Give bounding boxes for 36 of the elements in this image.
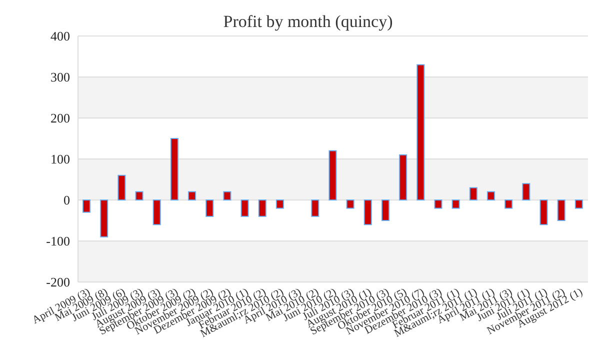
bar (346, 200, 354, 209)
y-tick-label: -200 (46, 274, 70, 290)
bar (100, 200, 108, 238)
bar (416, 64, 425, 200)
y-tick-label: -100 (46, 234, 70, 249)
bar (240, 200, 249, 217)
chart-title: Profit by month (quincy) (223, 12, 393, 31)
bar (258, 200, 266, 217)
bar (152, 200, 161, 226)
bar (206, 200, 214, 217)
bar (381, 200, 390, 221)
bar (557, 200, 566, 221)
bar (452, 200, 460, 209)
y-tick-label: 200 (50, 110, 70, 126)
bar (574, 200, 583, 209)
bar (364, 200, 372, 226)
y-tick-label: 0 (64, 192, 70, 208)
bar (504, 200, 513, 209)
bar (522, 183, 530, 200)
bar (311, 200, 320, 217)
bar (118, 174, 126, 200)
bar (135, 191, 144, 200)
bar (540, 200, 548, 226)
bar (188, 191, 196, 200)
bar (82, 200, 90, 213)
bar (486, 191, 495, 200)
bar (469, 187, 478, 200)
y-tick-label: 300 (50, 70, 70, 85)
bar (223, 191, 232, 200)
bar (434, 200, 442, 209)
bar (328, 150, 337, 200)
y-tick-label: 400 (50, 28, 70, 44)
y-tick-label: 100 (50, 152, 70, 167)
bar (399, 154, 408, 200)
bar (170, 138, 178, 200)
bar (276, 200, 284, 209)
